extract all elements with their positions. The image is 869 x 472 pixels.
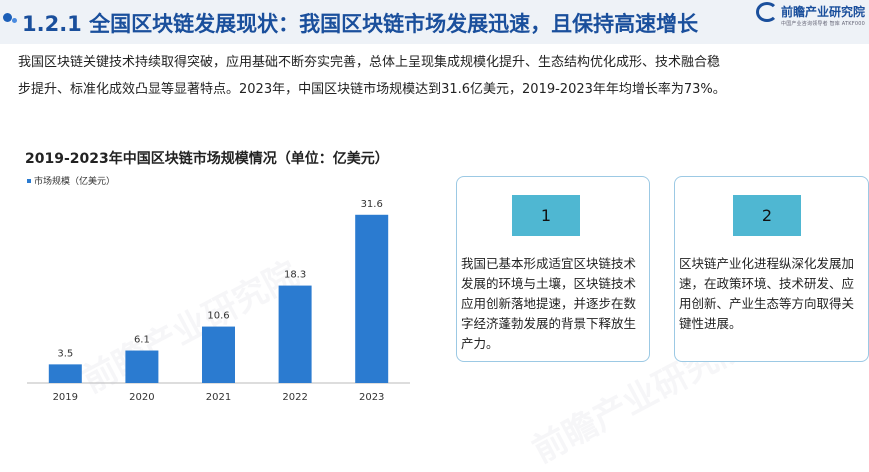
card-text: 区块链产业化进程纵深化发展加速，在政策环境、技术研发、应用创新、产业生态等方向取… bbox=[679, 256, 855, 331]
intro-line-1: 我国区块链关键技术持续取得突破，应用基础不断夯实完善，总体上呈现集成规模化提升、… bbox=[18, 55, 721, 70]
card-number-badge: 1 bbox=[512, 195, 580, 236]
chart-legend: 市场规模（亿美元） bbox=[27, 174, 115, 187]
bar-chart: 3.5 2019 6.1 2020 10.6 2021 18.3 2022 31.6 2023 bbox=[27, 199, 410, 403]
bar-2019 bbox=[48, 364, 82, 383]
page-title: 1.2.1 全国区块链发展现状：我国区块链市场发展迅速，且保持高速增长 bbox=[22, 12, 699, 36]
logo-subtitle: 中国产业咨询领导者 智库 ATKF000 bbox=[781, 21, 865, 27]
data-label-2021: 10.6 bbox=[207, 311, 229, 322]
logo-text: 前瞻产业研究院 bbox=[781, 5, 866, 19]
bar-2021 bbox=[202, 326, 235, 383]
x-tick-label-2022: 2022 bbox=[282, 392, 307, 403]
info-card-2: 2 区块链产业化进程纵深化发展加速，在政策环境、技术研发、应用创新、产业生态等方… bbox=[674, 176, 869, 362]
x-tick-label-2019: 2019 bbox=[53, 392, 78, 403]
x-tick-label-2023: 2023 bbox=[359, 392, 384, 403]
data-label-2022: 18.3 bbox=[284, 270, 306, 281]
title-bullet-icon bbox=[3, 13, 12, 22]
data-label-2020: 6.1 bbox=[134, 335, 150, 346]
chart-title: 2019-2023年中国区块链市场规模情况（单位：亿美元） bbox=[25, 151, 389, 167]
info-card-1: 1 我国已基本形成适宜区块链技术发展的环境与土壤，区块链技术应用创新落地提速，并… bbox=[456, 176, 650, 362]
legend-swatch bbox=[27, 178, 31, 183]
bar-2022 bbox=[278, 285, 312, 383]
card-number-badge: 2 bbox=[733, 195, 801, 236]
legend-label: 市场规模（亿美元） bbox=[34, 177, 116, 187]
intro-line-2: 步提升、标准化成效凸显等显著特点。2023年，中国区块链市场规模达到31.6亿美… bbox=[18, 82, 726, 97]
x-tick-label-2020: 2020 bbox=[129, 392, 154, 403]
data-label-2023: 31.6 bbox=[361, 199, 383, 210]
card-text: 我国已基本形成适宜区块链技术发展的环境与土壤，区块链技术应用创新落地提速，并逐步… bbox=[461, 256, 637, 351]
logo-icon bbox=[756, 2, 778, 22]
bar-2023 bbox=[355, 214, 389, 383]
intro-paragraph: 我国区块链关键技术持续取得突破，应用基础不断夯实完善，总体上呈现集成规模化提升、… bbox=[18, 49, 858, 103]
x-tick-label-2021: 2021 bbox=[206, 392, 231, 403]
data-label-2019: 3.5 bbox=[57, 348, 73, 359]
header-bar: 1.2.1 全国区块链发展现状：我国区块链市场发展迅速，且保持高速增长 前瞻产业… bbox=[0, 0, 869, 44]
title-bullet-small-icon bbox=[12, 18, 17, 23]
bar-2020 bbox=[125, 350, 159, 383]
